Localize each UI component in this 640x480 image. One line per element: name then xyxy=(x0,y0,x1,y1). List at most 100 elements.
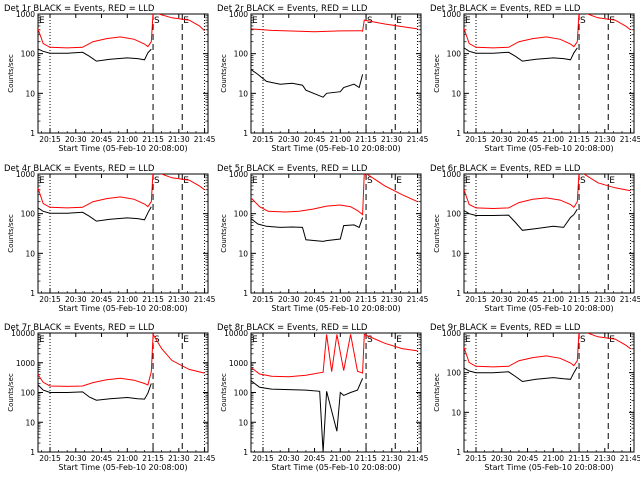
x-tick-label: 20:45 xyxy=(517,295,539,304)
plot-frame xyxy=(463,332,635,453)
x-tick-label: 20:45 xyxy=(517,454,539,463)
y-tick-label: 10 xyxy=(451,408,461,417)
x-axis-label: Start Time (05-Feb-10 20:08:00) xyxy=(58,144,187,153)
plot-frame xyxy=(250,173,422,294)
x-tick-label: 20:45 xyxy=(91,295,113,304)
y-axis-label: Counts/sec xyxy=(433,214,441,253)
x-tick-label: 21:45 xyxy=(407,295,429,304)
x-tick-label: 20:15 xyxy=(465,135,487,144)
x-tick-label: 21:45 xyxy=(620,135,640,144)
y-axis-label: Counts/sec xyxy=(220,373,228,412)
events-series-line xyxy=(38,206,152,222)
y-tick-label: 1000 xyxy=(442,170,461,179)
detector-panel: Det 6r BLACK = Events, RED = LLD 1 10 100 10… xyxy=(430,164,640,313)
start-marker-label: S xyxy=(154,335,160,345)
plot-frame xyxy=(463,173,635,294)
events-series-line xyxy=(251,217,364,242)
end-marker-label: E xyxy=(609,335,615,345)
events-series-line xyxy=(464,208,578,231)
lld-series-line xyxy=(38,14,205,49)
start-marker-label: S xyxy=(580,176,586,186)
x-tick-label: 21:15 xyxy=(355,135,377,144)
end-marker-label: E xyxy=(396,335,402,345)
y-axis-label: Counts/sec xyxy=(220,54,228,93)
y-tick-label: 1 xyxy=(243,448,248,457)
y-tick-label: 10 xyxy=(25,418,35,427)
y-tick-label: 10 xyxy=(451,249,461,258)
y-tick-label: 10 xyxy=(451,89,461,98)
x-axis-label: Start Time (05-Feb-10 20:08:00) xyxy=(271,463,400,472)
x-tick-label: 21:15 xyxy=(568,135,590,144)
y-tick-label: 1000 xyxy=(229,170,248,179)
panel-title: Det 7r BLACK = Events, RED = LLD xyxy=(4,323,155,333)
y-axis-label: Counts/sec xyxy=(220,214,228,253)
lld-series-line xyxy=(464,333,631,368)
x-tick-label: 21:30 xyxy=(594,454,616,463)
y-tick-label: 1000 xyxy=(16,10,35,19)
y-axis-label: Counts/sec xyxy=(433,54,441,93)
detector-panel: Det 5r BLACK = Events, RED = LLD 1 10 100 10… xyxy=(217,164,429,313)
events-series-line xyxy=(251,69,364,98)
detector-panel: Det 9r BLACK = Events, RED = LLD 1 10 100 10… xyxy=(430,323,640,472)
x-tick-label: 21:00 xyxy=(116,295,138,304)
y-tick-label: 10 xyxy=(238,418,248,427)
x-tick-label: 20:45 xyxy=(304,295,326,304)
x-axis-label: Start Time (05-Feb-10 20:08:00) xyxy=(484,304,613,313)
y-tick-label: 1000 xyxy=(16,359,35,368)
left-edge-marker-label: E xyxy=(465,16,471,26)
detector-panel: Det 4r BLACK = Events, RED = LLD 1 10 100 10… xyxy=(4,164,216,313)
x-tick-label: 20:30 xyxy=(278,135,300,144)
plot-frame xyxy=(250,13,422,134)
x-tick-label: 21:45 xyxy=(194,454,216,463)
y-tick-label: 10 xyxy=(25,249,35,258)
x-tick-label: 21:00 xyxy=(329,454,351,463)
y-tick-label: 10 xyxy=(25,89,35,98)
left-edge-marker-label: E xyxy=(39,16,45,26)
x-tick-label: 21:30 xyxy=(168,454,190,463)
y-tick-label: 1 xyxy=(30,289,35,298)
x-tick-label: 20:30 xyxy=(65,454,87,463)
y-tick-label: 100 xyxy=(234,50,249,59)
x-tick-label: 20:15 xyxy=(39,295,61,304)
x-tick-label: 20:15 xyxy=(252,454,274,463)
panel-title: Det 4r BLACK = Events, RED = LLD xyxy=(4,164,155,174)
events-series-line xyxy=(464,47,578,62)
events-series-line xyxy=(464,366,578,383)
y-tick-label: 1000 xyxy=(442,10,461,19)
y-tick-label: 1000 xyxy=(229,10,248,19)
y-axis-label: Counts/sec xyxy=(7,214,15,253)
panel-title: Det 5r BLACK = Events, RED = LLD xyxy=(217,164,368,174)
detector-panel: Det 1r BLACK = Events, RED = LLD 1 10 100 10… xyxy=(4,4,216,153)
y-tick-label: 10 xyxy=(238,89,248,98)
x-tick-label: 21:15 xyxy=(355,295,377,304)
detector-panel: Det 3r BLACK = Events, RED = LLD 1 10 100 10… xyxy=(430,4,640,153)
y-tick-label: 100 xyxy=(21,50,36,59)
left-edge-marker-label: E xyxy=(252,335,258,345)
y-tick-label: 10000 xyxy=(11,329,35,338)
y-tick-label: 100 xyxy=(447,369,462,378)
x-axis-label: Start Time (05-Feb-10 20:08:00) xyxy=(271,144,400,153)
start-marker-label: S xyxy=(367,335,373,345)
y-axis-label: Counts/sec xyxy=(433,373,441,412)
x-axis-label: Start Time (05-Feb-10 20:08:00) xyxy=(58,304,187,313)
y-tick-label: 100 xyxy=(447,210,462,219)
lld-series-line xyxy=(251,19,418,33)
x-tick-label: 21:00 xyxy=(116,454,138,463)
x-tick-label: 21:30 xyxy=(381,454,403,463)
x-tick-label: 20:30 xyxy=(491,295,513,304)
x-tick-label: 21:00 xyxy=(542,454,564,463)
x-tick-label: 20:15 xyxy=(39,135,61,144)
y-tick-label: 100 xyxy=(21,210,36,219)
x-tick-label: 21:30 xyxy=(381,295,403,304)
x-tick-label: 21:45 xyxy=(620,454,640,463)
panel-title: Det 1r BLACK = Events, RED = LLD xyxy=(4,4,155,14)
x-tick-label: 21:00 xyxy=(542,135,564,144)
end-marker-label: E xyxy=(183,16,189,26)
plot-frame xyxy=(37,13,209,134)
x-tick-label: 21:45 xyxy=(407,135,429,144)
y-tick-label: 100 xyxy=(447,50,462,59)
start-marker-label: S xyxy=(580,16,586,26)
left-edge-marker-label: E xyxy=(252,16,258,26)
panel-title: Det 9r BLACK = Events, RED = LLD xyxy=(430,323,581,333)
